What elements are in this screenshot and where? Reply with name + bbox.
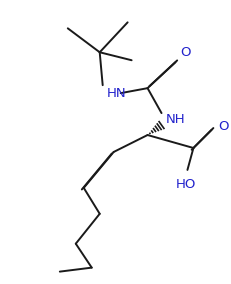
Text: HO: HO — [175, 178, 196, 191]
Text: HN: HN — [107, 87, 126, 100]
Text: O: O — [218, 120, 229, 133]
Text: NH: NH — [165, 112, 185, 126]
Text: O: O — [180, 46, 191, 59]
